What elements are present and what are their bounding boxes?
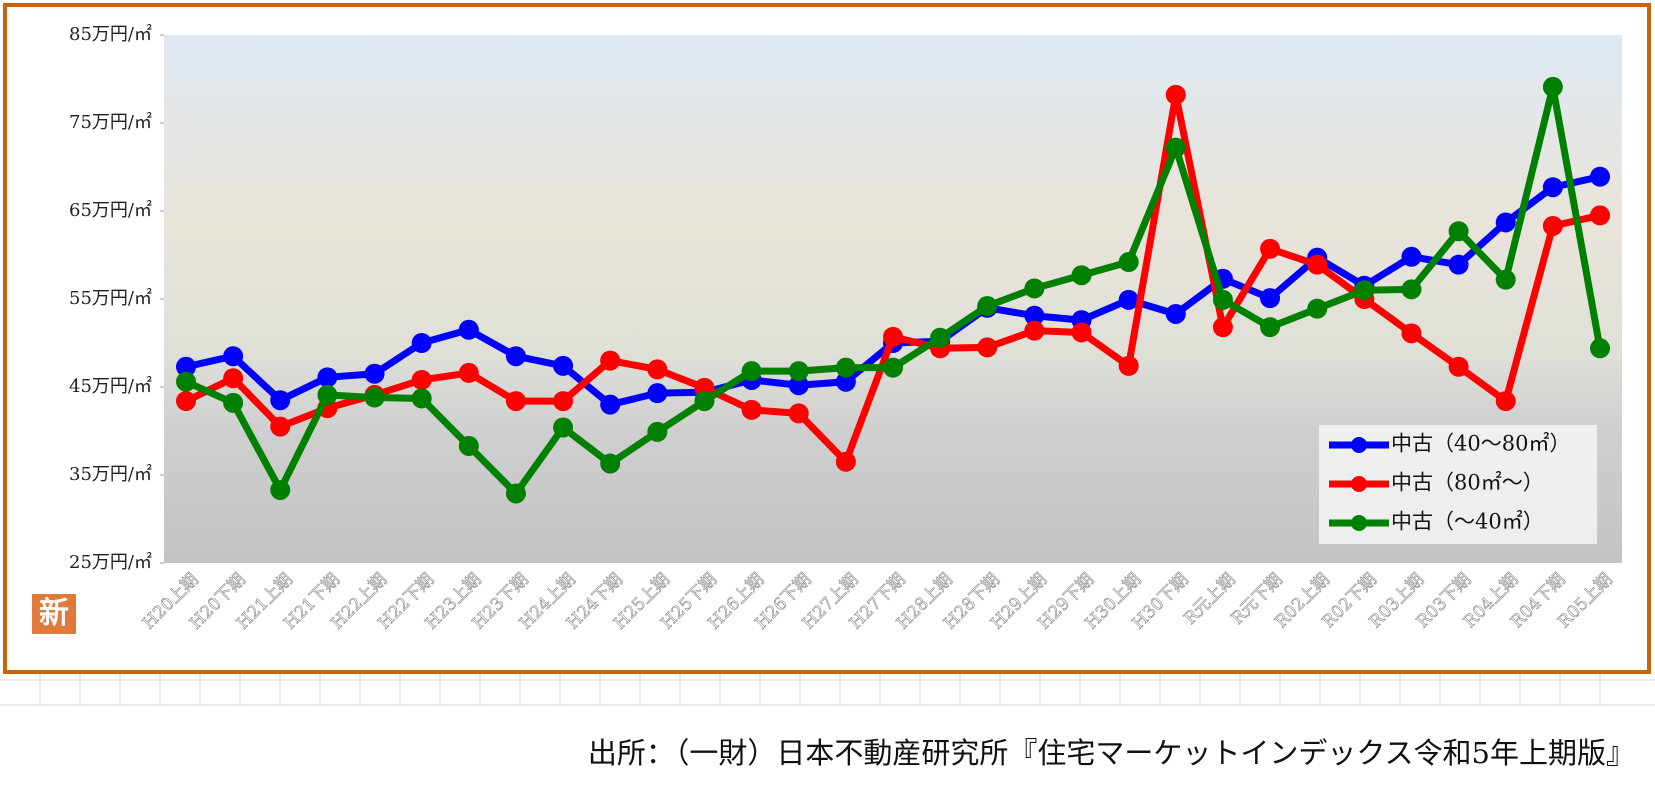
legend-marker [1351, 476, 1367, 492]
data-point [1118, 289, 1139, 310]
data-point [1307, 298, 1328, 319]
badge-text: 新 [39, 596, 69, 631]
legend-label: 中古（40～80㎡） [1391, 432, 1570, 456]
data-point [741, 361, 762, 382]
data-point [270, 416, 291, 437]
data-point [411, 388, 432, 409]
data-point [317, 367, 338, 388]
data-point [788, 361, 809, 382]
data-point [1590, 205, 1610, 226]
data-point [458, 435, 479, 456]
data-point [1307, 254, 1328, 275]
data-point [1024, 305, 1045, 326]
data-point [1354, 280, 1375, 301]
legend-label: 中古（～40㎡） [1391, 510, 1544, 534]
legend-marker [1351, 437, 1367, 453]
data-point [835, 357, 856, 378]
data-point [411, 333, 432, 353]
legend-label: 中古（80㎡～） [1391, 471, 1544, 495]
data-point [835, 371, 856, 392]
y-tick-label: 55万円/㎡ [69, 287, 152, 309]
data-point [1401, 323, 1422, 344]
data-point [458, 362, 479, 383]
data-point [883, 357, 903, 378]
data-point [223, 368, 244, 389]
data-point [1401, 279, 1422, 300]
data-point [741, 399, 762, 420]
data-point [411, 369, 432, 390]
y-tick-label: 65万円/㎡ [69, 199, 152, 221]
data-point [1260, 288, 1281, 309]
data-point [977, 296, 998, 317]
data-point [788, 375, 809, 396]
data-point [1448, 221, 1469, 242]
data-point [505, 391, 526, 412]
data-point [223, 346, 244, 367]
data-point [1165, 303, 1186, 324]
data-point [1590, 338, 1610, 359]
legend-marker [1351, 515, 1367, 531]
data-point [176, 391, 196, 412]
data-point [647, 383, 668, 404]
data-point [1260, 238, 1281, 259]
sheet-grid [0, 672, 1655, 706]
data-point [364, 387, 385, 408]
data-point [600, 453, 621, 474]
data-point [1542, 177, 1563, 198]
y-tick-label: 35万円/㎡ [69, 463, 152, 485]
data-point [883, 326, 903, 347]
data-point [553, 417, 574, 438]
data-point [553, 391, 574, 412]
badge [32, 594, 76, 634]
data-point [1448, 356, 1469, 377]
data-point [1495, 269, 1516, 290]
data-point [1165, 137, 1186, 158]
data-point [553, 355, 574, 376]
data-point [458, 319, 479, 340]
data-point [1118, 252, 1139, 273]
data-point [1260, 317, 1281, 338]
data-point [1448, 254, 1469, 275]
data-point [1495, 391, 1516, 412]
y-tick-label: 75万円/㎡ [69, 111, 152, 133]
data-point [223, 392, 244, 413]
data-point [600, 350, 621, 371]
data-point [1024, 278, 1045, 299]
data-point [1118, 355, 1139, 376]
data-point [1542, 215, 1563, 236]
y-tick-label: 85万円/㎡ [69, 23, 152, 45]
data-point [930, 327, 951, 348]
data-point [176, 356, 196, 377]
y-tick-label: 25万円/㎡ [69, 551, 152, 573]
data-point [1495, 212, 1516, 233]
data-point [600, 394, 621, 415]
data-point [788, 403, 809, 424]
data-point [317, 384, 338, 405]
data-point [270, 479, 291, 500]
data-point [1590, 166, 1610, 187]
data-point [270, 390, 291, 411]
data-point [505, 346, 526, 367]
data-point [1071, 322, 1092, 343]
data-point [176, 371, 196, 392]
data-point [1212, 317, 1233, 338]
data-point [977, 337, 998, 358]
data-point [1165, 84, 1186, 105]
data-point [694, 391, 715, 412]
data-point [647, 359, 668, 380]
data-point [1071, 265, 1092, 286]
y-tick-label: 45万円/㎡ [69, 375, 152, 397]
data-point [1401, 246, 1422, 267]
data-point [364, 363, 385, 384]
data-point [835, 451, 856, 472]
data-point [1212, 289, 1233, 310]
data-point [647, 421, 668, 442]
data-point [505, 483, 526, 504]
data-point [1024, 320, 1045, 341]
source-note: 出所：（一財）日本不動産研究所『住宅マーケットインデックス令和5年上期版』 [588, 736, 1635, 770]
data-point [1542, 76, 1563, 97]
